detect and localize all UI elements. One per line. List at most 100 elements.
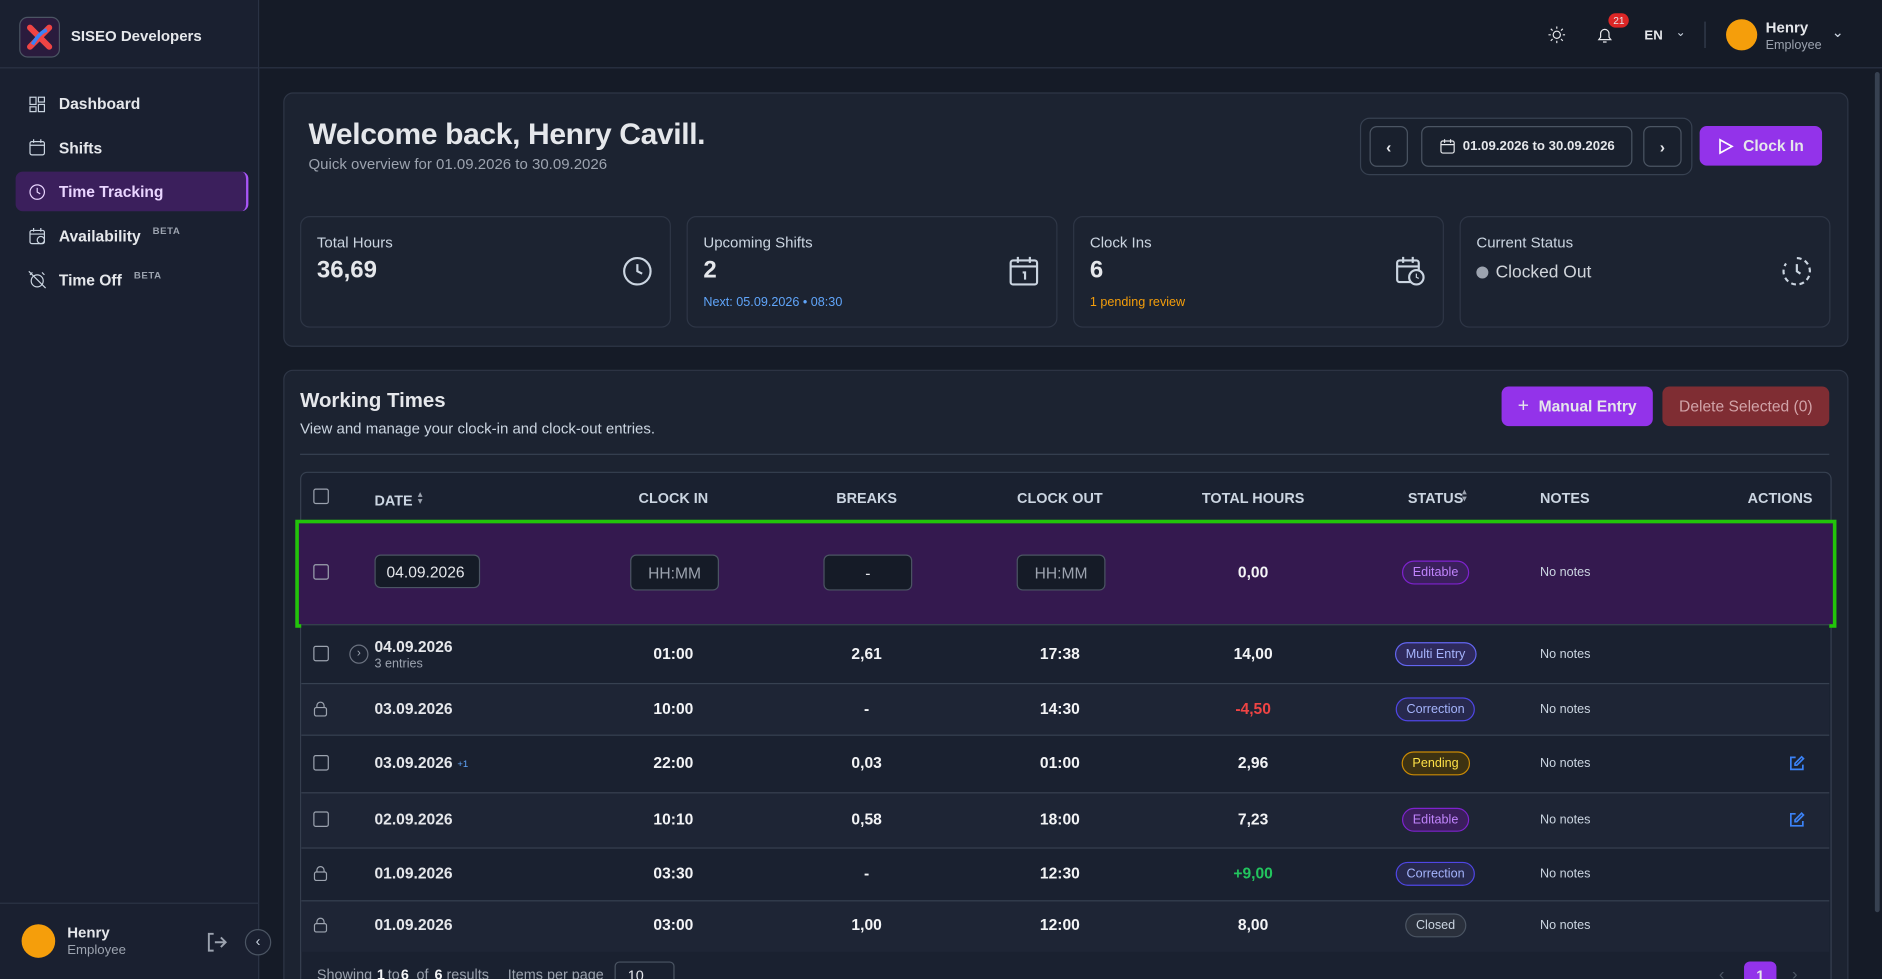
beta-badge: BETA [133, 269, 162, 281]
lock-icon [313, 700, 328, 722]
stat-card [300, 216, 671, 328]
nav-item[interactable]: Dashboard [16, 84, 246, 124]
status-badge: Editable [1401, 560, 1470, 585]
clock-in: 01:00 [653, 643, 694, 662]
date-input[interactable]: 04.09.2026 [374, 554, 481, 589]
nav-item[interactable]: Availability BETA [16, 216, 246, 256]
delete-selected-label: Delete Selected (0) [1679, 397, 1813, 416]
collapse-button[interactable]: ‹ [244, 929, 272, 956]
stat-icon [1780, 254, 1814, 288]
status-badge: Closed [1405, 913, 1466, 938]
lock-icon [313, 865, 328, 887]
status-dot [1476, 266, 1489, 279]
avatar [1726, 19, 1758, 51]
logout-icon[interactable] [204, 930, 228, 954]
date-range-text: 01.09.2026 to 30.09.2026 [1462, 139, 1615, 154]
select-all[interactable] [313, 488, 329, 505]
next-page[interactable]: › [1792, 963, 1798, 979]
table-row [301, 847, 1830, 902]
total-hours: 7,23 [1237, 810, 1269, 829]
stat-icon [621, 254, 655, 288]
column-header: TOTAL HOURS [1201, 489, 1305, 507]
per-page-select[interactable]: 10 [614, 961, 675, 979]
section-title: Working Times [300, 388, 446, 412]
per-page-label: Items per page [507, 966, 604, 979]
row-date: 02.09.2026 [374, 810, 453, 829]
row-date: 01.09.2026 [374, 915, 453, 934]
prev-button[interactable]: ‹ [1369, 126, 1408, 167]
column-header[interactable]: STATUS [1407, 489, 1464, 507]
clock-in-button[interactable]: Clock In [1699, 126, 1823, 166]
breaks-input[interactable]: - [823, 554, 913, 591]
row-checkbox[interactable] [313, 645, 329, 661]
welcome-subtitle: Quick overview for 01.09.2026 to 30.09.2… [308, 156, 608, 173]
breaks: 0,03 [851, 753, 882, 772]
clock-in: 10:10 [653, 810, 694, 829]
nav-label: Availability [58, 226, 141, 245]
nav-item[interactable]: Time Off BETA [16, 260, 246, 300]
row-checkbox[interactable] [313, 564, 329, 580]
clock-in: 22:00 [653, 753, 694, 772]
status-badge: Editable [1401, 807, 1470, 832]
row-sub: 3 entries [374, 655, 423, 671]
prev-page[interactable]: ‹ [1718, 963, 1725, 979]
column-header: ACTIONS [1747, 489, 1813, 507]
edit-icon[interactable] [1788, 755, 1805, 778]
language[interactable]: EN [1644, 28, 1663, 44]
next-button[interactable]: › [1643, 126, 1682, 167]
clock-in: 10:00 [653, 699, 694, 718]
clock-in: 03:00 [653, 915, 694, 934]
stat-card [686, 216, 1058, 328]
lock-icon [313, 917, 328, 939]
row-date: 03.09.2026 [374, 699, 453, 718]
user-name: Henry [1765, 19, 1809, 37]
brand: SISEO Developers [70, 27, 202, 45]
stat-value: 2 [703, 256, 717, 284]
table-row [301, 900, 1830, 952]
nav-item[interactable]: Shifts [16, 128, 246, 168]
row-date: 03.09.2026 [374, 753, 453, 772]
page-button[interactable]: 1 [1744, 961, 1777, 979]
status-badge: Correction [1395, 861, 1476, 886]
nav-label: Dashboard [58, 94, 141, 113]
theme-icon[interactable] [1548, 26, 1566, 44]
footer-text: 6 [434, 966, 443, 979]
manual-entry-button[interactable]: + Manual Entry [1501, 386, 1653, 427]
bell-icon[interactable] [1596, 26, 1613, 44]
table-row [301, 682, 1830, 736]
stat-note: Next: 05.09.2026 • 08:30 [703, 295, 843, 310]
breaks: 1,00 [851, 915, 882, 934]
nav-item[interactable]: Time Tracking [15, 172, 249, 212]
nav-label: Time Off [58, 271, 122, 290]
beta-badge: BETA [152, 225, 181, 237]
notes: No notes [1539, 812, 1591, 828]
clock-out: 12:30 [1039, 864, 1080, 883]
row-checkbox[interactable] [313, 754, 329, 771]
total-hours: -4,50 [1235, 699, 1271, 718]
nav-label: Time Tracking [58, 182, 164, 201]
notes: No notes [1539, 565, 1591, 580]
clock-out-input[interactable]: HH:MM [1016, 554, 1106, 591]
notification-count: 21 [1608, 13, 1630, 28]
welcome-title: Welcome back, Henry Cavill. [308, 117, 706, 152]
clock-in-input[interactable]: HH:MM [630, 554, 719, 591]
nav-label: Shifts [58, 138, 103, 157]
clock-in: 03:30 [653, 864, 694, 883]
stat-value: Clocked Out [1495, 262, 1592, 283]
delete-selected-button[interactable]: Delete Selected (0) [1662, 386, 1830, 427]
footer-text: 1 [376, 966, 385, 979]
notes: No notes [1539, 866, 1591, 882]
stat-label: Upcoming Shifts [703, 234, 813, 251]
stat-value: 36,69 [316, 256, 377, 284]
edit-icon[interactable] [1788, 811, 1805, 834]
row-date: 04.09.2026 [374, 636, 453, 655]
row-checkbox[interactable] [313, 811, 329, 828]
total-hours: 14,00 [1233, 643, 1273, 662]
stat-label: Current Status [1476, 234, 1574, 251]
expand-button[interactable]: › [349, 643, 369, 664]
column-header[interactable]: DATE [374, 492, 413, 509]
notes: No notes [1539, 918, 1591, 933]
section-subtitle: View and manage your clock-in and clock-… [300, 420, 656, 437]
breaks: 2,61 [851, 643, 882, 662]
date-range[interactable]: 01.09.2026 to 30.09.2026 [1421, 126, 1633, 167]
